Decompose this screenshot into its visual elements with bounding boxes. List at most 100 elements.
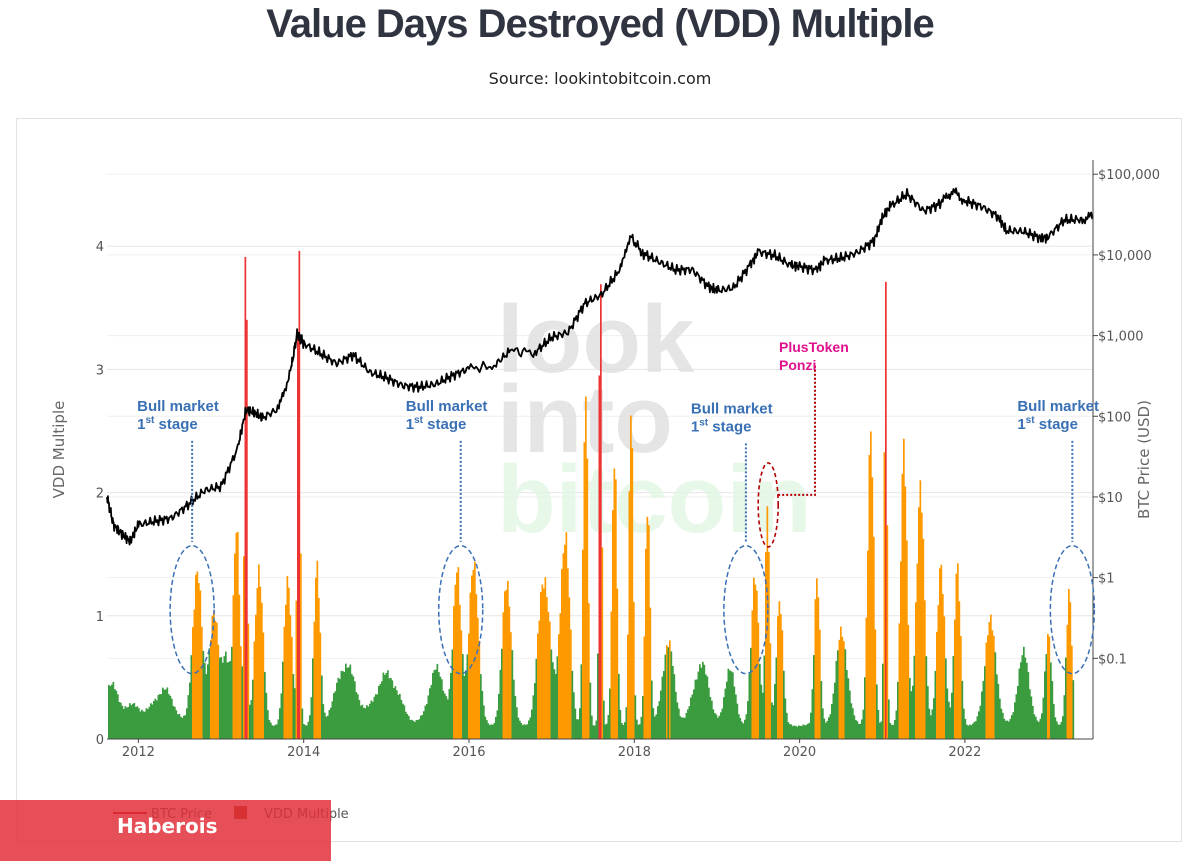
- vdd-bar: [354, 681, 356, 739]
- vdd-bar: [421, 714, 424, 739]
- vdd-bar: [754, 584, 757, 739]
- vdd-bar: [322, 704, 325, 739]
- vdd-bar: [817, 597, 820, 739]
- vdd-bar: [433, 670, 436, 739]
- vdd-bar: [786, 712, 788, 739]
- vdd-bar: [615, 479, 617, 739]
- vdd-bar: [880, 721, 883, 739]
- vdd-bar: [501, 648, 503, 739]
- vdd-bar: [133, 702, 136, 739]
- vdd-bar: [859, 723, 862, 739]
- vdd-bar: [463, 675, 466, 739]
- vdd-bar: [247, 623, 250, 739]
- vdd-bar: [288, 587, 290, 739]
- vdd-bar: [216, 622, 218, 739]
- vdd-bar: [148, 706, 151, 739]
- vdd-bar: [1032, 705, 1034, 739]
- vdd-bar: [916, 563, 919, 739]
- watermark-text: look: [497, 286, 695, 393]
- vdd-bar: [145, 708, 148, 739]
- vdd-bar: [282, 661, 284, 739]
- vdd-bar: [607, 714, 610, 739]
- vdd-bar: [846, 670, 848, 739]
- vdd-bar: [214, 620, 217, 739]
- vdd-bar: [753, 577, 755, 739]
- vdd-bar: [378, 685, 380, 739]
- vdd-bar: [510, 632, 512, 739]
- vdd-bar: [454, 584, 457, 739]
- vdd-bar: [355, 692, 358, 739]
- vdd-bar: [511, 650, 514, 739]
- vdd-bar: [999, 698, 1001, 739]
- annotation-stage: 1st stage: [691, 417, 752, 435]
- vdd-bar: [546, 597, 548, 739]
- vdd-bar: [303, 723, 305, 739]
- vdd-bar: [556, 656, 559, 739]
- vdd-bar: [633, 601, 635, 739]
- vdd-bar: [976, 716, 979, 739]
- vdd-bar: [181, 717, 184, 739]
- vdd-bar: [1065, 657, 1067, 739]
- vdd-bar: [228, 661, 230, 739]
- vdd-bar: [682, 717, 685, 739]
- vdd-bar: [834, 682, 836, 739]
- vdd-bar: [312, 658, 314, 739]
- vdd-bar: [324, 712, 326, 739]
- vdd-bar: [393, 688, 395, 739]
- vdd-bar: [367, 706, 370, 739]
- vdd-bar: [178, 713, 181, 739]
- vdd-bar: [259, 586, 262, 739]
- vdd-bar: [394, 686, 397, 739]
- vdd-bar: [339, 679, 341, 739]
- vdd-bar: [379, 684, 382, 739]
- vdd-bar: [553, 669, 556, 739]
- vdd-bar: [964, 718, 967, 739]
- vdd-bar: [525, 724, 527, 739]
- vdd-bar: [714, 712, 716, 739]
- vdd-bar: [496, 710, 499, 739]
- vdd-bar: [706, 676, 709, 739]
- vdd-bar: [232, 595, 235, 739]
- badge-label: Haberois: [117, 814, 218, 838]
- vdd-bar: [940, 564, 943, 739]
- vdd-bar: [694, 679, 697, 739]
- vdd-bar: [159, 694, 161, 739]
- vdd-bar: [1009, 718, 1012, 739]
- chart-title: Value Days Destroyed (VDD) Multiple: [266, 2, 934, 46]
- vdd-bar: [655, 714, 658, 739]
- vdd-bar: [732, 672, 734, 739]
- vdd-bar: [733, 686, 736, 739]
- vdd-bar: [1018, 668, 1021, 739]
- vdd-bar: [865, 617, 868, 739]
- vdd-bar: [838, 639, 841, 739]
- annotation-stage: 1st stage: [137, 415, 198, 433]
- vdd-bar: [571, 670, 574, 739]
- y-right-tick-label: $0.1: [1098, 652, 1127, 667]
- vdd-bar: [163, 689, 166, 739]
- vdd-bar: [634, 695, 637, 739]
- vdd-bar: [1033, 714, 1036, 739]
- vdd-bar: [390, 677, 392, 739]
- vdd-bar: [954, 619, 956, 739]
- vdd-bar: [505, 589, 508, 739]
- y-right-tick-label: $10,000: [1098, 249, 1152, 264]
- vdd-bar: [1014, 702, 1016, 739]
- vdd-bar: [384, 674, 386, 739]
- vdd-bar: [942, 593, 944, 739]
- plustoken-label: Ponzi: [779, 357, 816, 373]
- vdd-bar: [222, 662, 224, 739]
- vdd-bar: [825, 722, 827, 739]
- vdd-bar: [604, 724, 607, 739]
- vdd-bar: [760, 684, 763, 739]
- vdd-bar: [811, 689, 814, 739]
- vdd-bar: [210, 639, 212, 739]
- vdd-bar: [994, 652, 997, 739]
- vdd-bar: [879, 722, 881, 739]
- vdd-bar: [183, 715, 185, 739]
- vdd-bar: [801, 725, 803, 739]
- vdd-bar: [405, 711, 407, 739]
- vdd-bar: [600, 284, 602, 739]
- vdd-bar: [640, 716, 643, 739]
- vdd-bar: [444, 693, 446, 739]
- vdd-bar: [418, 719, 421, 739]
